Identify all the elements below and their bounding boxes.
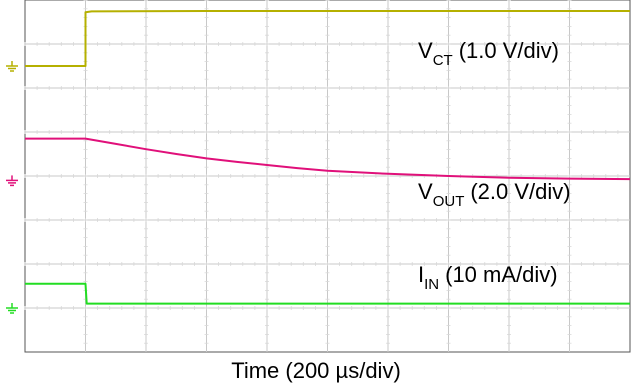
grid bbox=[24, 0, 631, 353]
series-label-vct: VCT (1.0 V/div) bbox=[418, 38, 559, 69]
traces bbox=[25, 10, 631, 305]
trace-vout bbox=[25, 137, 631, 181]
ground-icon-vout bbox=[6, 175, 18, 187]
series-label-vout: VOUT (2.0 V/div) bbox=[418, 179, 571, 210]
series-label-iin: IIN (10 mA/div) bbox=[418, 262, 558, 293]
ground-icon-iin bbox=[6, 303, 18, 314]
x-axis-label: Time (200 µs/div) bbox=[231, 358, 401, 383]
ground-icon-vct bbox=[6, 61, 18, 72]
ground-markers bbox=[6, 61, 18, 314]
trace-vct bbox=[25, 10, 630, 67]
trace-iin bbox=[25, 282, 630, 305]
